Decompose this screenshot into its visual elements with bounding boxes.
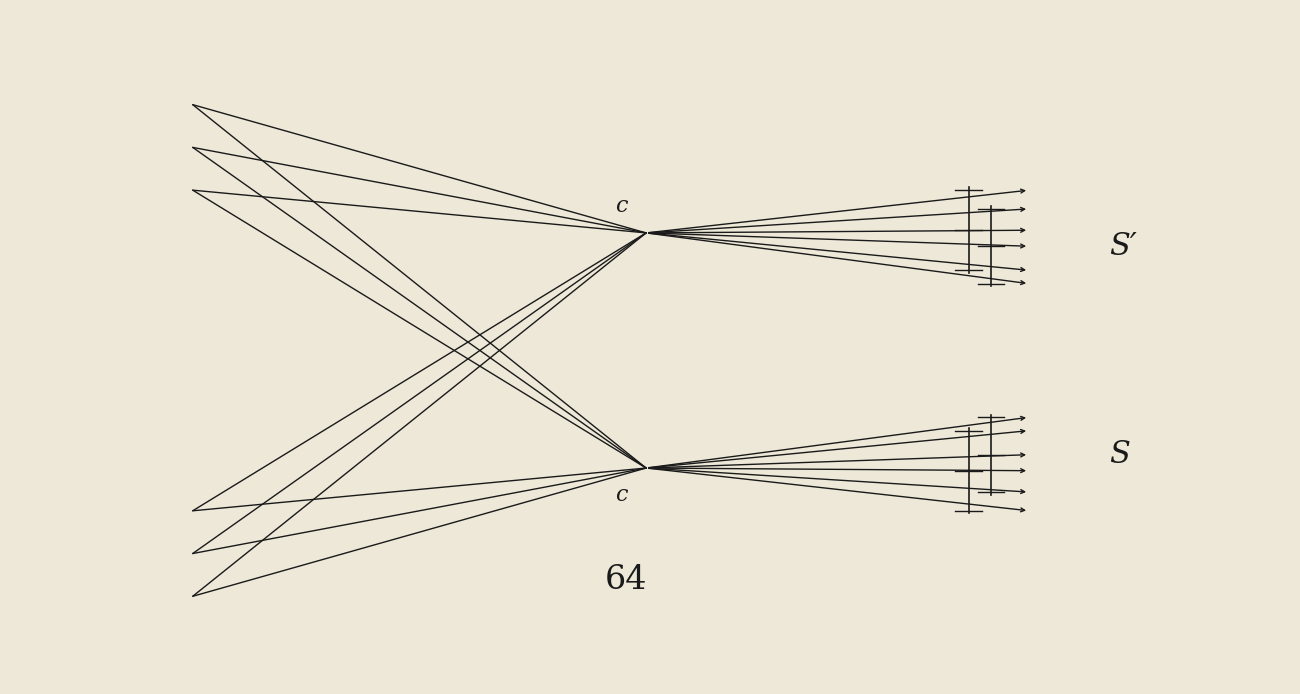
Text: 64: 64	[604, 564, 647, 596]
Text: c: c	[615, 484, 627, 506]
Text: c: c	[615, 195, 627, 217]
Text: S′: S′	[1109, 231, 1138, 262]
Text: S: S	[1109, 439, 1131, 470]
